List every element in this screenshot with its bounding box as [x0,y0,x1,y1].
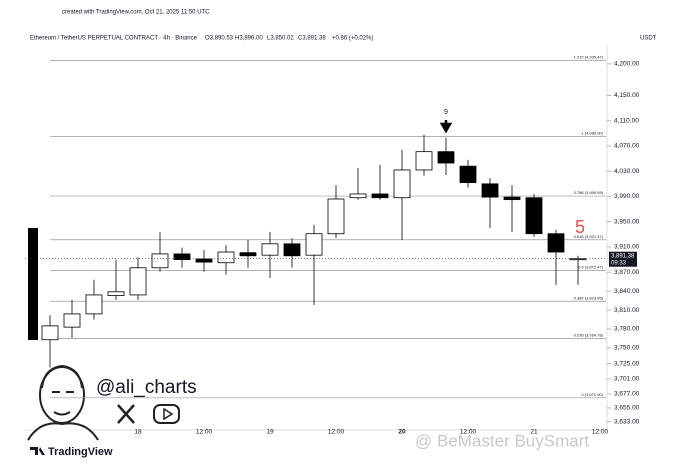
last-price-tag [609,251,637,267]
side-bar [28,228,38,340]
y-tick-label: 4,200.00 [614,61,640,68]
candle-body [63,313,81,328]
annotation: 9 [444,109,448,116]
candle-body [327,198,345,235]
x-tick-label: 12:00 [592,429,609,436]
x-icon[interactable] [117,404,135,424]
y-tick-label: 3,950.00 [614,218,640,225]
candle-body [305,233,323,256]
y-tick-label: 3,655.00 [614,405,640,412]
candle-body [107,291,125,296]
candle-body [525,197,543,235]
y-tick-label: 3,780.00 [614,326,640,333]
brand: TradingView [48,446,113,458]
candle-body [283,243,301,257]
x-tick-label: 21 [530,429,538,436]
candle-body [261,243,279,256]
last-price-label: 3,891.38 [611,253,635,259]
candle-body [85,294,103,315]
candle-body [173,253,191,260]
y-tick-label: 4,110.00 [614,117,639,124]
candle-body [371,193,389,199]
arrow-down [439,120,453,134]
y-tick-label: 3,750.00 [614,345,640,352]
level-label: 0.5 (3,872.47) [578,265,604,270]
candle-body [239,252,257,257]
level-label: 0 (3,671.00) [581,392,603,397]
candle-body [195,258,213,263]
countdown: 09:33 [611,260,627,266]
level-label: 0.618 (3,921.47) [574,234,604,239]
created-note: created with TradingView.com, Oct 21, 20… [62,10,210,16]
level-label: 0.786 (3,990.69) [574,190,604,195]
y-tick-label: 3,677.00 [614,391,640,398]
x-tick-label: 12:00 [196,429,213,436]
ohlc-close: C3,891.38 [298,36,326,42]
level-label: 0.382 (3,823.95) [574,295,604,300]
candle-body [481,183,499,198]
level-label: 0.236 (3,764.78) [574,333,604,338]
y-tick-label: 3,633.00 [614,419,640,426]
ohlc-open: O3,890.53 [205,36,234,42]
symbol: Ethereum / TetherUS PERPETUAL CONTRACT ·… [30,36,198,42]
candle-body [41,325,59,341]
candle-body [151,253,169,269]
x-tick-label: 12:00 [328,429,345,436]
candle-body [393,169,411,199]
annotation: 5 [575,217,585,237]
candle-body [349,193,367,199]
candle-body [217,251,235,264]
x-tick-label: 20 [398,429,406,436]
youtube-play [163,407,174,421]
y-tick-label: 4,150.00 [614,92,640,99]
y-tick-label: 4,030.00 [614,168,640,175]
candle-body [415,151,433,171]
tv-logo [30,447,45,455]
candle-body [129,267,147,296]
y-tick-label: 3,725.00 [614,360,640,367]
candle-body [547,233,565,253]
level-label: 1.272 (4,205.47) [574,55,604,60]
x-tick-label: 19 [266,429,274,436]
y-tick-label: 3,701.00 [614,376,640,383]
y-tick-label: 4,070.00 [614,143,640,150]
y-tick-label: 3,840.00 [614,288,640,295]
candle-body [437,151,455,164]
candle-body [503,196,521,201]
y-tick-label: 3,990.00 [614,193,640,200]
level-label: 1 (4,085.00) [581,131,603,136]
y-tick-label: 3,810.00 [614,307,640,314]
ohlc-high: H3,896.00 [235,36,263,42]
candle-body [459,165,477,183]
y-tick-label: 3,910.00 [614,244,640,251]
change: +0.86 (+0.02%) [332,36,373,42]
y-tick-label: 3,870.00 [614,269,640,276]
x-tick-label: 18 [134,429,142,436]
watermark: @ BeMaster BuySmart [415,431,589,450]
ohlc-low: L3,850.02 [267,36,294,42]
author: @ali_charts [96,377,197,398]
x-tick-label: 12:00 [460,429,477,436]
youtube-icon[interactable] [153,404,180,424]
avatar [27,364,99,441]
currency: USDT [640,36,657,42]
